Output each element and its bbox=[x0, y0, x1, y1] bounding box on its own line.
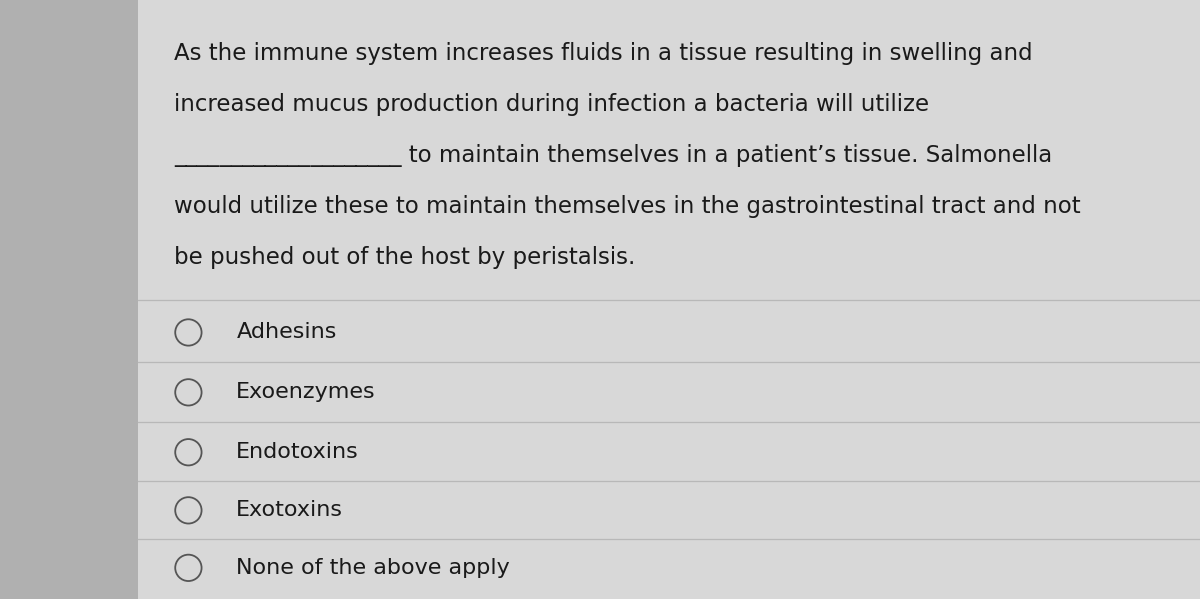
Text: Exoenzymes: Exoenzymes bbox=[236, 382, 376, 403]
FancyBboxPatch shape bbox=[0, 0, 138, 599]
Text: ____________________ to maintain themselves in a patient’s tissue. Salmonella: ____________________ to maintain themsel… bbox=[174, 144, 1052, 167]
Text: As the immune system increases fluids in a tissue resulting in swelling and: As the immune system increases fluids in… bbox=[174, 42, 1033, 65]
Text: be pushed out of the host by peristalsis.: be pushed out of the host by peristalsis… bbox=[174, 246, 635, 268]
Text: increased mucus production during infection a bacteria will utilize: increased mucus production during infect… bbox=[174, 93, 929, 116]
Text: Exotoxins: Exotoxins bbox=[236, 500, 343, 521]
Text: Adhesins: Adhesins bbox=[236, 322, 337, 343]
Text: would utilize these to maintain themselves in the gastrointestinal tract and not: would utilize these to maintain themselv… bbox=[174, 195, 1081, 217]
Text: Endotoxins: Endotoxins bbox=[236, 442, 359, 462]
Text: None of the above apply: None of the above apply bbox=[236, 558, 510, 578]
